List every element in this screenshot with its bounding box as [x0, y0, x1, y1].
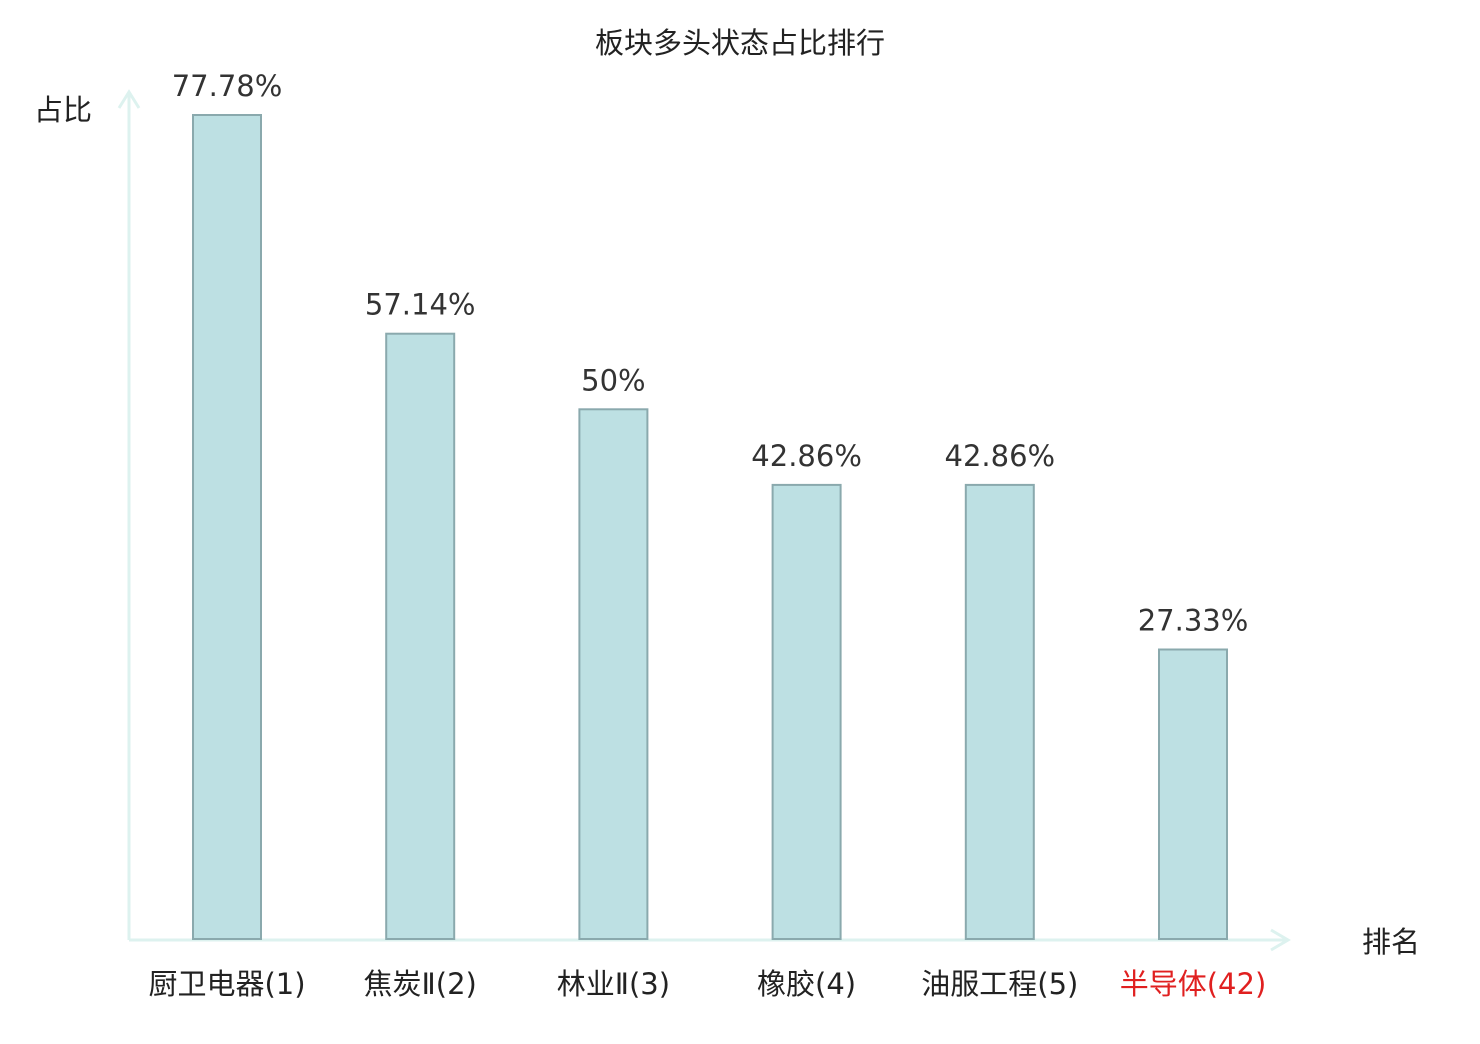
category-name: 焦炭Ⅱ	[364, 967, 436, 1001]
bar-value-label: 27.33%	[1138, 604, 1249, 638]
chart-title: 板块多头状态占比排行	[595, 26, 885, 60]
category-name: 橡胶	[757, 967, 815, 1001]
category-rank: (2)	[436, 967, 477, 1001]
bar	[964, 483, 1035, 940]
category-name: 厨卫电器	[148, 967, 264, 1001]
bar-value-label: 42.86%	[751, 439, 862, 473]
category-label: 油服工程(5)	[921, 967, 1078, 1001]
x-axis-arrow	[1270, 928, 1291, 952]
category-rank: (1)	[264, 967, 305, 1001]
y-axis-label: 占比	[34, 93, 92, 127]
bar-value-label: 77.78%	[172, 69, 283, 103]
category-label: 厨卫电器(1)	[148, 967, 305, 1001]
category-label: 林业Ⅱ(3)	[557, 967, 670, 1001]
category-label: 焦炭Ⅱ(2)	[364, 967, 477, 1001]
category-name: 油服工程	[921, 967, 1037, 1001]
bar-value-label: 42.86%	[945, 439, 1056, 473]
bar	[192, 114, 262, 940]
category-label: 半导体(42)	[1120, 967, 1267, 1001]
bars-group	[192, 114, 1228, 940]
bar-value-label: 50%	[581, 363, 645, 397]
category-rank: (42)	[1207, 967, 1267, 1001]
x-axis-label: 排名	[1362, 925, 1420, 959]
category-rank: (3)	[629, 967, 670, 1001]
category-labels-group: 厨卫电器(1) 焦炭Ⅱ(2) 林业Ⅱ(3) 橡胶(4) 油服工程(5) 半导体(42)	[148, 967, 1266, 1001]
bar	[1158, 648, 1228, 940]
y-axis-arrow	[117, 89, 141, 109]
category-rank: (5)	[1037, 967, 1078, 1001]
bar	[385, 332, 456, 940]
bar	[578, 408, 649, 940]
category-label: 橡胶(4)	[757, 967, 856, 1001]
category-name: 林业Ⅱ	[557, 967, 629, 1001]
value-labels-group: 77.78% 57.14% 50% 42.86% 42.86% 27.33%	[172, 69, 1249, 638]
category-name: 半导体	[1120, 967, 1207, 1001]
category-rank: (4)	[815, 967, 856, 1001]
bar-value-label: 57.14%	[365, 288, 476, 322]
bar	[771, 483, 842, 940]
